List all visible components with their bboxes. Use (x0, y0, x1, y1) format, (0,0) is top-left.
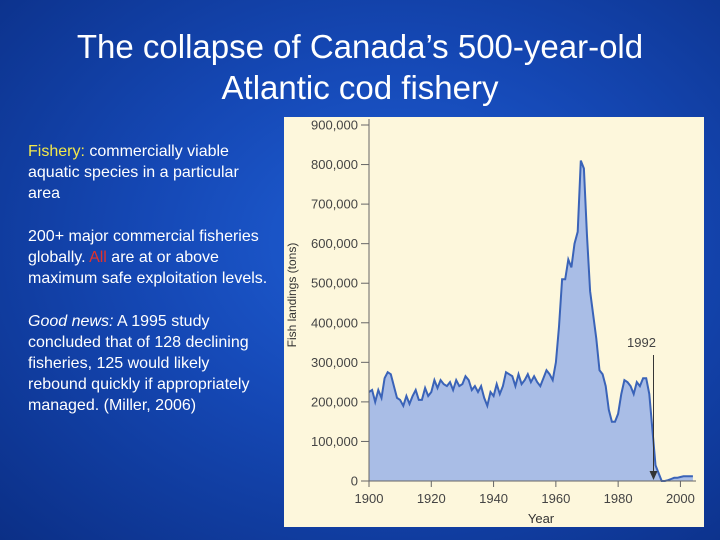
y-tick-label: 800,000 (311, 157, 358, 172)
x-tick-label: 1900 (355, 491, 384, 506)
annotation-label: 1992 (627, 335, 656, 350)
y-tick-label: 500,000 (311, 276, 358, 291)
x-tick-label: 2000 (666, 491, 695, 506)
fisheries-status-highlight: All (89, 249, 107, 266)
y-axis-label: Fish landings (tons) (285, 243, 299, 348)
good-news-lead: Good news: (28, 313, 114, 330)
x-tick-label: 1980 (604, 491, 633, 506)
y-tick-label: 0 (351, 474, 358, 489)
landings-area (369, 160, 693, 481)
x-tick-label: 1940 (479, 491, 508, 506)
slide-title-line-2: Atlantic cod fishery (221, 69, 499, 106)
y-tick-label: 200,000 (311, 394, 358, 409)
fisheries-status-start: 200+ major commercial fisheries globally… (28, 228, 259, 266)
text-column: Fishery: commercially viable aquatic spe… (28, 141, 268, 438)
fisheries-status: 200+ major commercial fisheries globally… (28, 226, 268, 289)
x-tick-label: 1960 (541, 491, 570, 506)
fishery-definition: Fishery: commercially viable aquatic spe… (28, 141, 268, 204)
good-news: Good news: A 1995 study concluded that o… (28, 311, 268, 416)
y-tick-label: 600,000 (311, 236, 358, 251)
y-tick-label: 900,000 (311, 118, 358, 133)
x-axis-label: Year (528, 511, 555, 526)
x-tick-label: 1920 (417, 491, 446, 506)
slide-title: The collapse of Canada’s 500-year-old At… (0, 26, 720, 108)
cod-landings-chart: 0 100,000 200,000 300,000 400,000 500,000 600,… (284, 117, 704, 527)
y-tick-label: 400,000 (311, 315, 358, 330)
annotation-arrow-head (649, 471, 658, 480)
landings-line (368, 160, 693, 482)
y-tick-label: 700,000 (311, 197, 358, 212)
good-news-text: A 1995 study concluded that of 128 decli… (28, 313, 250, 414)
slide-title-line-1: The collapse of Canada’s 500-year-old (76, 28, 644, 65)
fishery-term: Fishery: (28, 143, 85, 160)
y-tick-label: 100,000 (311, 434, 358, 449)
chart-svg: 0 100,000 200,000 300,000 400,000 500,000 600,… (285, 118, 696, 526)
fishery-definition-text: commercially viable aquatic species in a… (28, 143, 239, 202)
fisheries-status-end: are at or above maximum safe exploitatio… (28, 249, 268, 287)
y-tick-label: 300,000 (311, 355, 358, 370)
